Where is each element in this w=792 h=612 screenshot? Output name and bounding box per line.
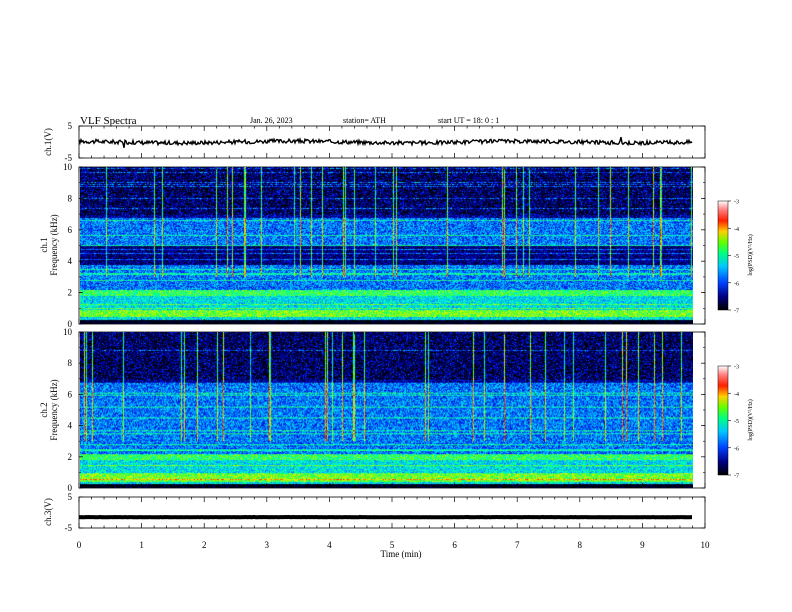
colorbar-tick-label: -7 bbox=[734, 309, 739, 315]
y-tick-label: 10 bbox=[63, 162, 73, 172]
y-tick-label: 4 bbox=[68, 421, 73, 431]
y-tick-label: 0 bbox=[68, 483, 73, 493]
x-tick-label: 7 bbox=[515, 540, 520, 550]
x-tick-label: 6 bbox=[452, 540, 457, 550]
x-tick-label: 0 bbox=[77, 540, 82, 550]
colorbar-tick-label: -4 bbox=[734, 392, 739, 398]
y-tick-label: -5 bbox=[65, 153, 73, 163]
y-tick-label: 5 bbox=[68, 121, 73, 131]
y-tick-label: 5 bbox=[68, 492, 73, 502]
y-tick-label: 6 bbox=[68, 225, 73, 235]
figure-title: VLF Spectra bbox=[80, 115, 137, 127]
ch3-waveform-ylabel: ch.3(V) bbox=[43, 498, 53, 526]
ch1-spectrogram-ylabel-channel: ch.1 bbox=[39, 237, 49, 252]
x-tick-label: 5 bbox=[390, 540, 395, 550]
y-tick-label: 0 bbox=[68, 319, 73, 329]
y-tick-label: 2 bbox=[68, 452, 73, 462]
y-tick-label: -5 bbox=[65, 523, 73, 533]
axes-layer: 0 1 2 3 4 5 6 7 8 9 105-50246810-3-4-5-6-70246810-… bbox=[63, 121, 739, 550]
y-tick-label: 8 bbox=[68, 193, 73, 203]
colorbar-tick-label: -5 bbox=[734, 419, 739, 425]
x-tick-label: 4 bbox=[327, 540, 332, 550]
x-tick-label: 3 bbox=[265, 540, 270, 550]
colorbar-tick-label: -7 bbox=[734, 474, 739, 480]
x-tick-label: 9 bbox=[640, 540, 645, 550]
colorbar-tick-label: -4 bbox=[734, 227, 739, 233]
ch2-spectrogram-ylabel-channel: ch.2 bbox=[39, 402, 49, 417]
colorbar-tick-label: -5 bbox=[734, 254, 739, 260]
colorbar-tick-label: -6 bbox=[734, 446, 739, 452]
ch1-colorbar-label: log(PSD)(V²/Hz) bbox=[747, 234, 754, 275]
station-label: station= ATH bbox=[343, 116, 386, 125]
y-tick-label: 4 bbox=[68, 256, 73, 266]
start-time-label: start UT = 18: 0 : 1 bbox=[438, 116, 499, 125]
ch3-waveform-trace bbox=[79, 514, 692, 520]
ch2-spectrogram-image bbox=[80, 332, 693, 488]
x-tick-label: 2 bbox=[202, 540, 207, 550]
x-tick-label: 1 bbox=[139, 540, 144, 550]
y-tick-label: 10 bbox=[63, 327, 73, 337]
colorbar-tick-label: -3 bbox=[734, 200, 739, 206]
y-tick-label: 6 bbox=[68, 389, 73, 399]
ch1-waveform-ylabel: ch.1(V) bbox=[43, 128, 53, 156]
x-axis-title: Time (min) bbox=[381, 549, 422, 559]
ch2-spectrogram-ylabel-freq: Frequency (kHz) bbox=[49, 379, 59, 440]
date-label: Jan. 26, 2023 bbox=[250, 116, 293, 125]
ch2-colorbar-label: log(PSD)(V²/Hz) bbox=[747, 399, 754, 440]
x-tick-label: 10 bbox=[701, 540, 711, 550]
x-tick-label: 8 bbox=[578, 540, 583, 550]
ch1-spectrogram-ylabel-freq: Frequency (kHz) bbox=[49, 214, 59, 275]
ch1-waveform-trace bbox=[78, 136, 693, 148]
ch1-spectrogram-image bbox=[80, 167, 693, 324]
colorbar-tick-label: -3 bbox=[734, 365, 739, 371]
colorbar-tick-label: -6 bbox=[734, 281, 739, 287]
y-tick-label: 8 bbox=[68, 358, 73, 368]
y-tick-label: 2 bbox=[68, 288, 73, 298]
